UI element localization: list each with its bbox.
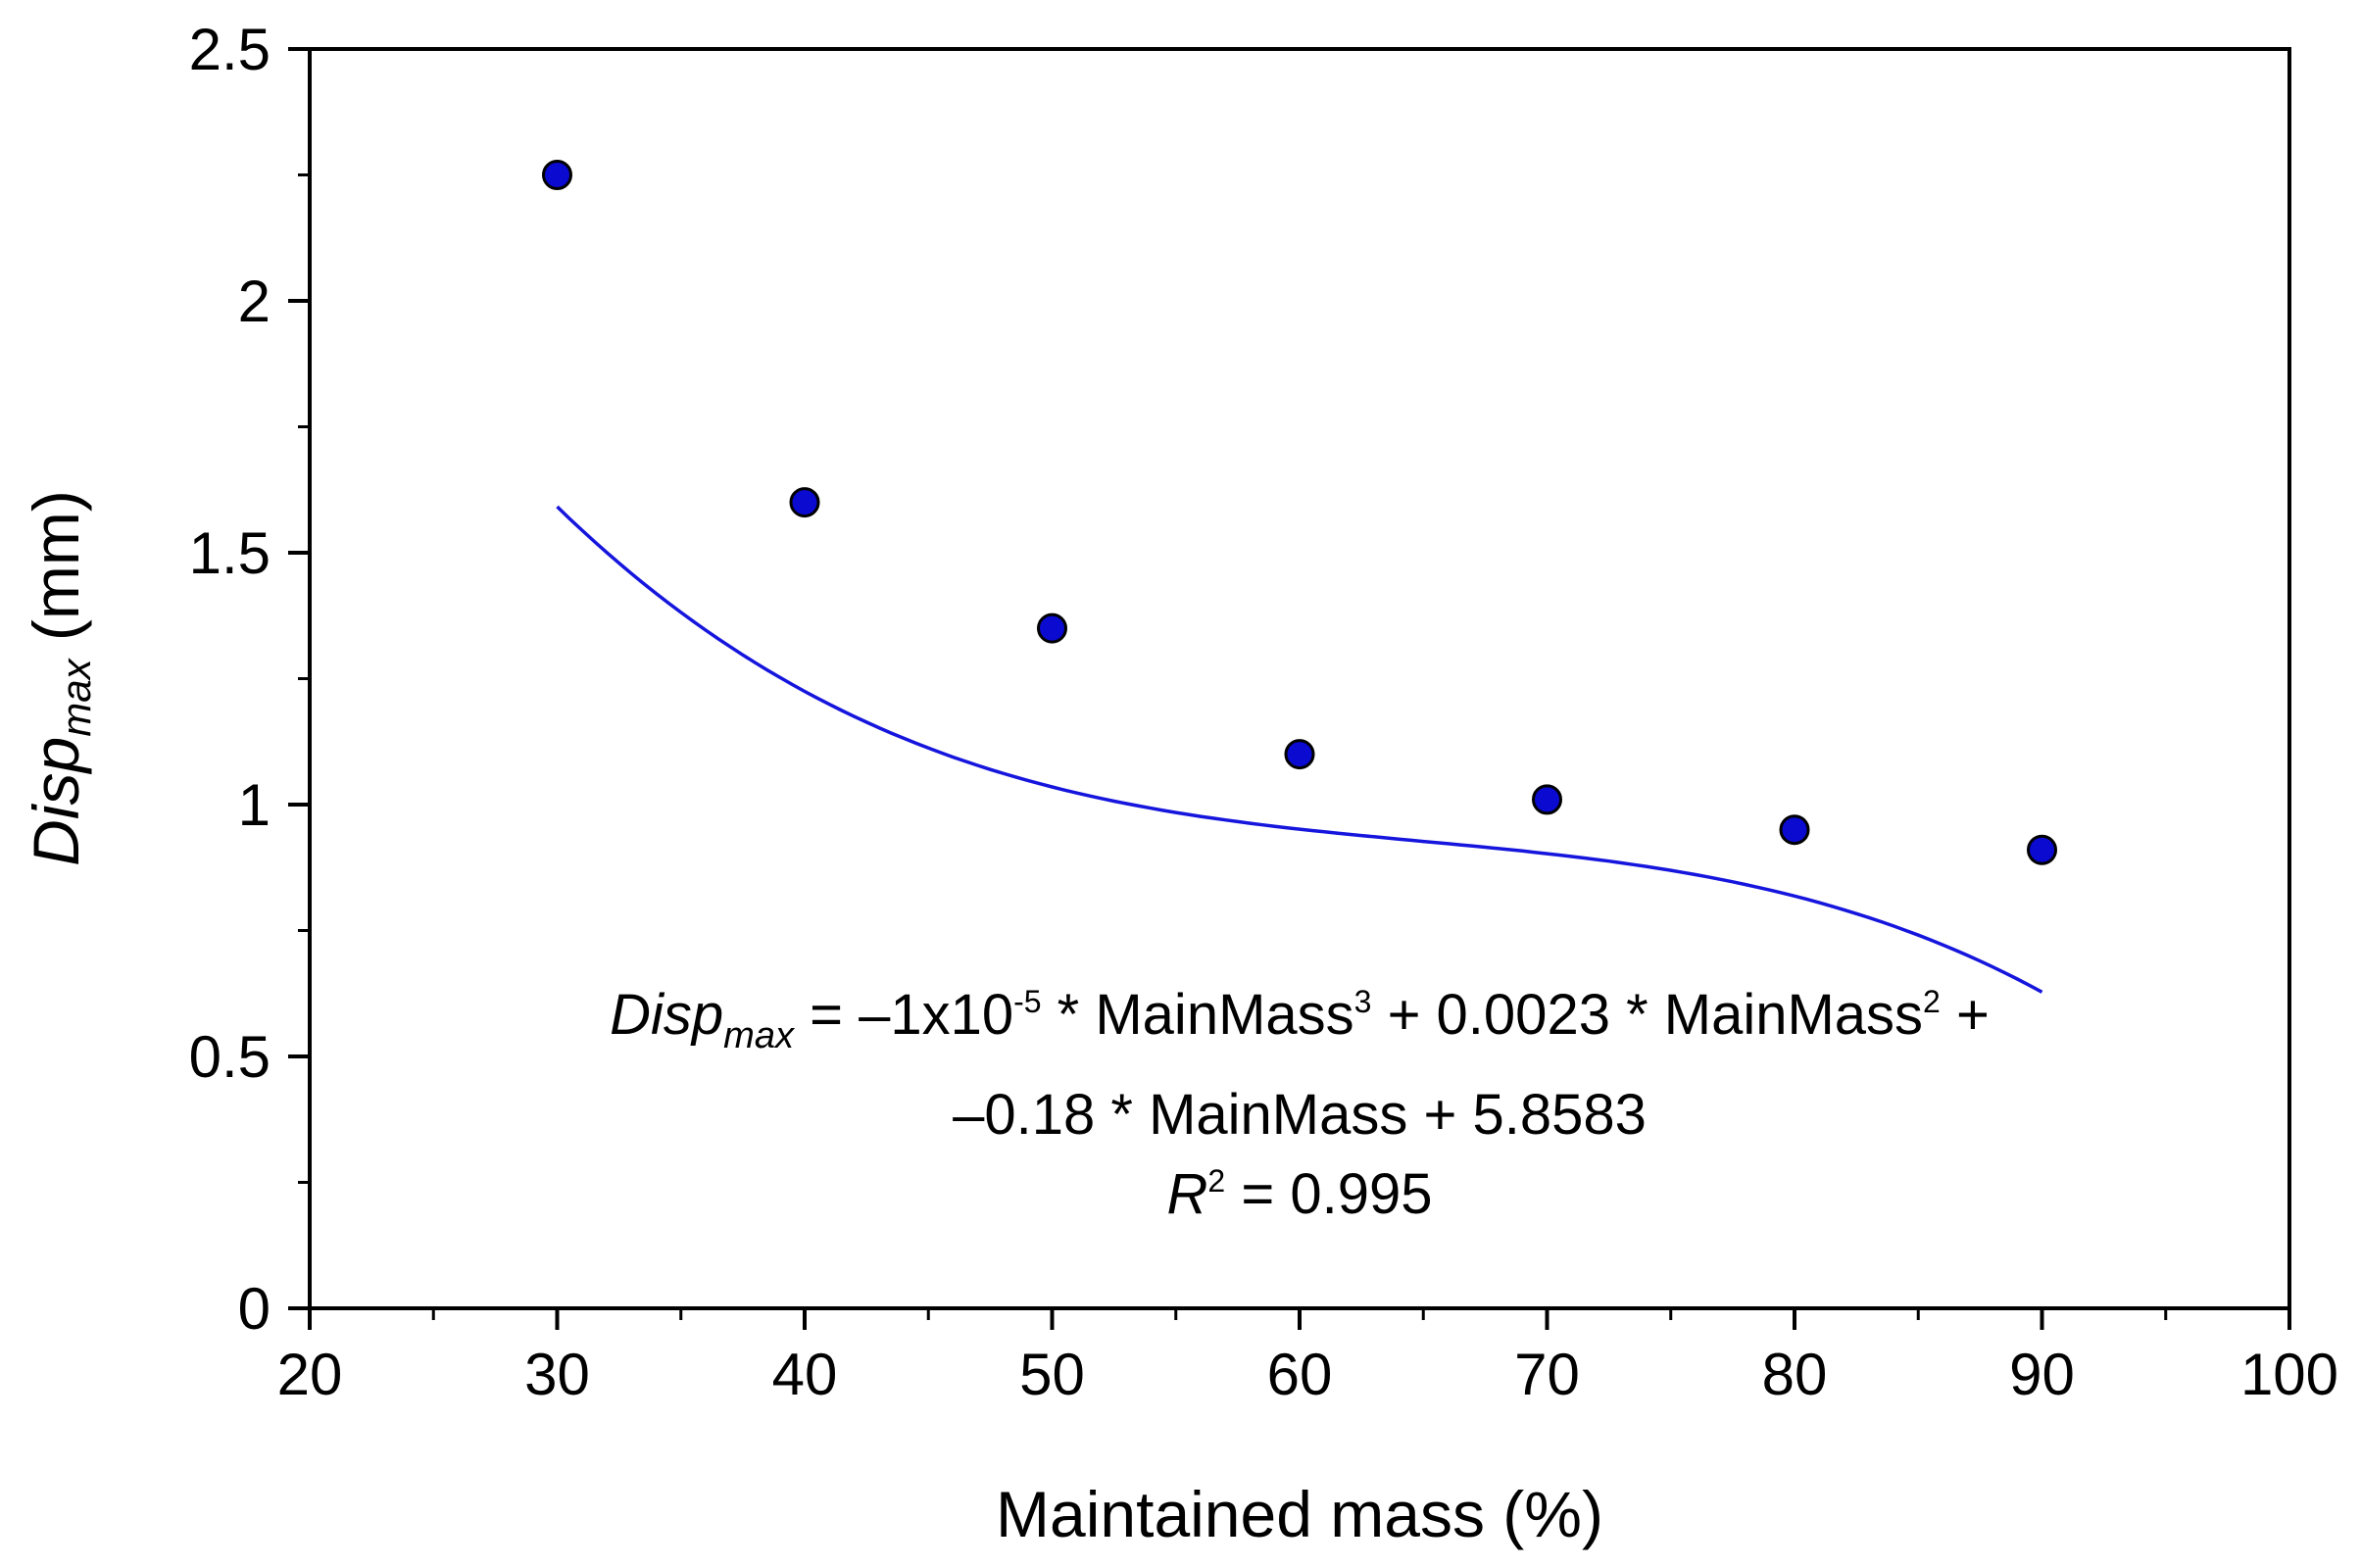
y-tick-label: 0.5	[189, 1024, 271, 1090]
y-tick-label: 2	[238, 269, 271, 334]
x-axis-tick-labels: 20 30 40 50 60 70 80 90 100	[277, 1342, 2338, 1407]
x-tick-label: 60	[1267, 1342, 1333, 1407]
x-tick-label: 50	[1019, 1342, 1085, 1407]
data-point	[1532, 784, 1562, 815]
x-axis-ticks	[308, 1308, 2291, 1330]
x-axis-title: Maintained mass (%)	[996, 1478, 1603, 1550]
y-axis-ticks	[288, 47, 310, 1310]
equation-line-2: –0.18 * MainMass + 5.8583	[953, 1083, 1647, 1147]
fit-curve	[556, 505, 2043, 994]
data-points	[542, 160, 2057, 865]
data-point	[1037, 612, 1067, 644]
data-point	[542, 160, 572, 190]
y-tick-label: 1	[238, 772, 271, 838]
y-tick-label: 1.5	[189, 520, 271, 586]
data-point	[2027, 834, 2057, 865]
y-axis-tick-labels: 0 0.5 1 1.5 2 2.5	[189, 17, 271, 1342]
x-tick-label: 70	[1514, 1342, 1580, 1407]
x-tick-label: 100	[2240, 1342, 2338, 1407]
x-tick-label: 80	[1762, 1342, 1828, 1407]
y-tick-label: 0	[238, 1276, 271, 1342]
equation-line-1: Dispmax = –1x10-5 * MainMass3 + 0.0023 *…	[610, 983, 1990, 1056]
x-tick-label: 40	[772, 1342, 838, 1407]
x-tick-label: 20	[277, 1342, 343, 1407]
r-squared-label: R2 = 0.995	[1167, 1162, 1433, 1226]
data-point	[1284, 739, 1315, 770]
y-tick-label: 2.5	[189, 17, 271, 82]
x-tick-label: 90	[2009, 1342, 2075, 1407]
y-axis-title: Dispmax (mm)	[20, 490, 99, 866]
data-point	[1779, 814, 1810, 846]
x-tick-label: 30	[524, 1342, 590, 1407]
data-point	[789, 487, 820, 518]
